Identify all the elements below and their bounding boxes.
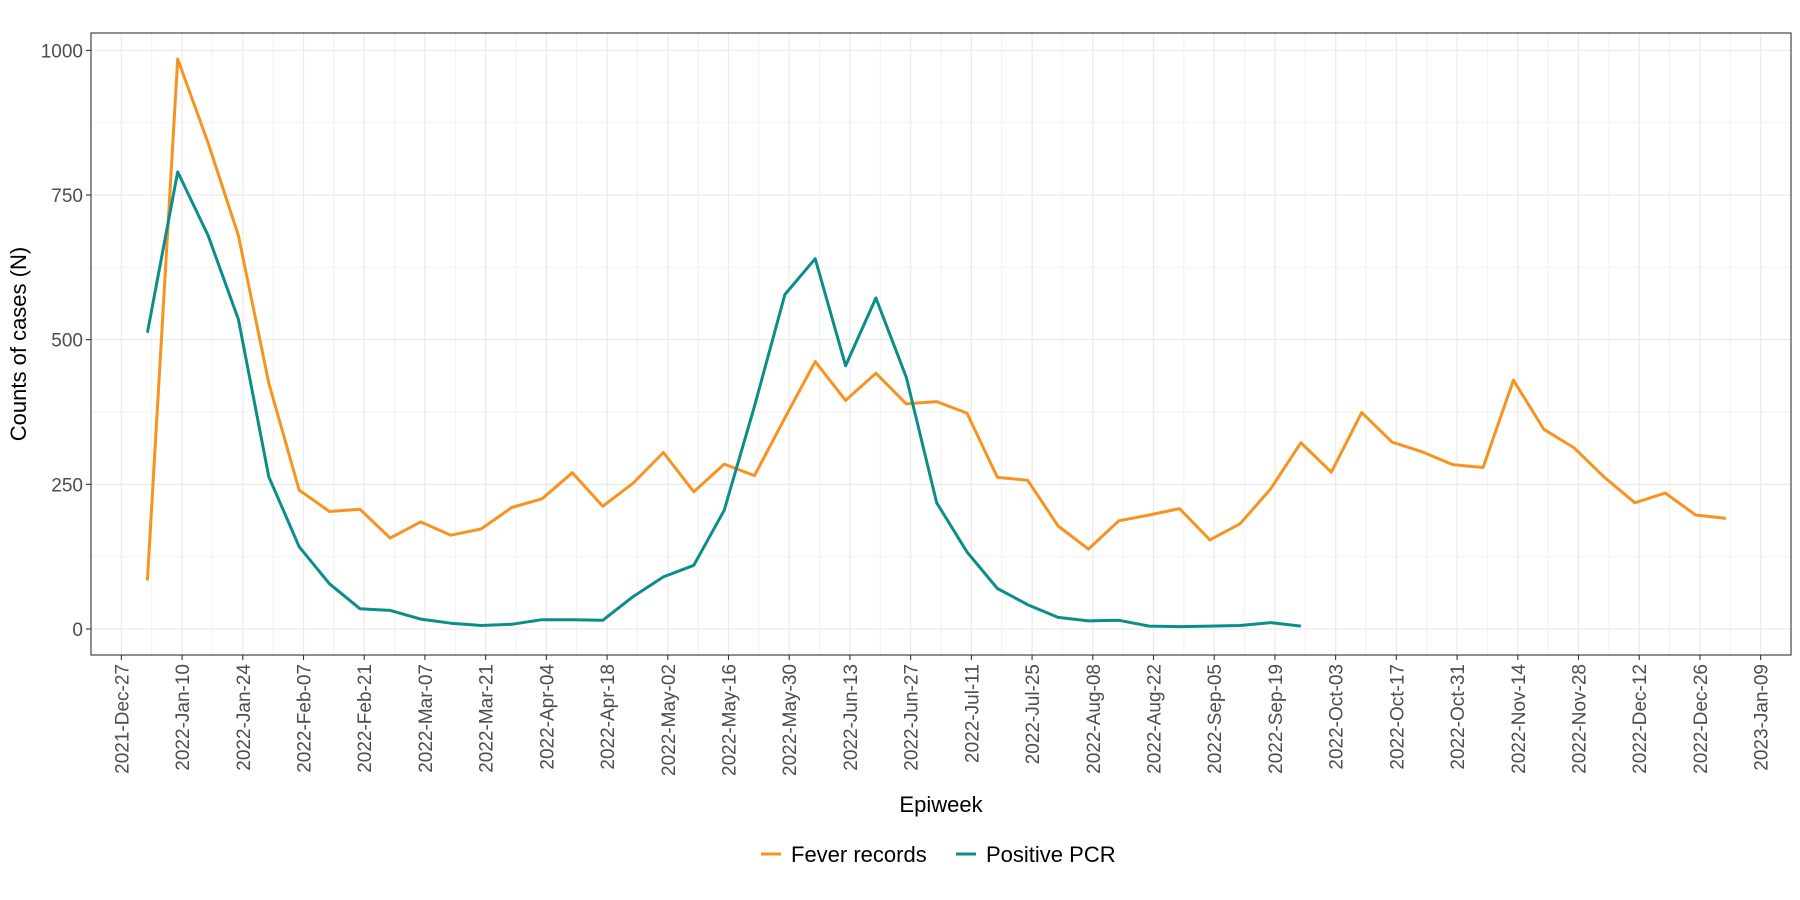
- legend: Fever records Positive PCR: [761, 842, 1116, 867]
- grid-major: [91, 33, 1791, 655]
- x-tick-label: 2022-May-30: [780, 664, 801, 776]
- x-tick-label: 2022-Apr-18: [598, 664, 619, 770]
- x-tick-label: 2022-May-02: [659, 664, 680, 776]
- y-tick-label: 250: [51, 475, 83, 496]
- x-tick-label: 2022-Jan-10: [173, 664, 194, 771]
- x-tick-label: 2022-Apr-04: [537, 664, 558, 770]
- x-tick-label: 2022-Dec-12: [1630, 664, 1651, 774]
- panel-border: [90, 32, 1792, 656]
- y-axis-title: Counts of cases (N): [6, 247, 31, 441]
- x-tick-label: 2022-Oct-17: [1387, 664, 1408, 770]
- x-tick-label: 2022-Mar-21: [477, 664, 498, 773]
- x-tick-label: 2022-Oct-31: [1448, 664, 1469, 770]
- x-tick-label: 2022-Aug-22: [1145, 664, 1166, 774]
- x-tick-label: 2022-Mar-07: [416, 664, 437, 773]
- grid-minor: [90, 33, 1791, 655]
- x-tick-label: 2022-Jul-25: [1023, 664, 1044, 764]
- x-tick-label: 2022-Jan-24: [234, 664, 255, 771]
- legend-label-fever-records: Fever records: [791, 842, 927, 867]
- x-axis-title: Epiweek: [899, 792, 983, 817]
- x-tick-label: 2023-Jan-09: [1752, 664, 1773, 771]
- x-tick-label: 2022-Sep-05: [1205, 664, 1226, 774]
- series-layer: [145, 57, 1727, 629]
- x-tick-label: 2022-Oct-03: [1327, 664, 1348, 770]
- x-tick-label: 2022-Aug-08: [1084, 664, 1105, 774]
- y-tick-label: 500: [51, 331, 83, 352]
- x-tick-label: 2021-Dec-27: [112, 664, 133, 774]
- y-tick-label: 0: [72, 620, 83, 641]
- x-tick-label: 2022-Jun-13: [841, 664, 862, 771]
- x-tick-label: 2022-Sep-19: [1266, 664, 1287, 774]
- y-tick-label: 750: [51, 186, 83, 207]
- x-tick-label: 2022-Jun-27: [902, 664, 923, 771]
- y-tick-label: 1000: [41, 41, 83, 62]
- x-axis: 2021-Dec-27 2022-Jan-10 2022-Jan-24 2022-Fe…: [112, 655, 1773, 776]
- x-tick-label: 2022-Nov-14: [1509, 664, 1530, 774]
- x-tick-label: 2022-Jul-11: [962, 664, 983, 763]
- legend-label-positive-pcr: Positive PCR: [986, 842, 1116, 867]
- x-tick-label: 2022-Dec-26: [1691, 664, 1712, 774]
- series-line-positive-pcr: [145, 170, 1302, 629]
- x-tick-label: 2022-Feb-07: [295, 664, 316, 773]
- x-tick-label: 2022-Nov-28: [1570, 664, 1591, 774]
- x-tick-label: 2022-May-16: [720, 664, 741, 776]
- x-tick-label: 2022-Feb-21: [355, 664, 376, 773]
- series-line-fever-records: [145, 57, 1727, 581]
- y-axis: 0 250 500 750 1000: [41, 41, 91, 641]
